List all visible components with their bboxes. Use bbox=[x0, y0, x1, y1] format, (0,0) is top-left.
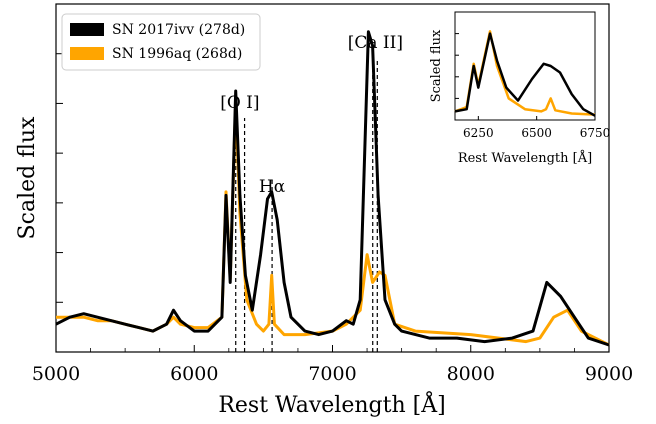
line-id-label-h: Hα bbox=[259, 177, 286, 197]
legend-label-sn1996aq: SN 1996aq (268d) bbox=[112, 46, 242, 62]
inset-y-ticks bbox=[455, 33, 459, 99]
legend: SN 2017ivv (278d) SN 1996aq (268d) bbox=[61, 13, 261, 71]
inset-series-line-sn-2017ivv-278d bbox=[454, 32, 596, 117]
inset-x-tick-label: 6500 bbox=[521, 126, 552, 140]
legend-swatch-sn2017ivv bbox=[70, 23, 104, 36]
legend-label-sn2017ivv: SN 2017ivv (278d) bbox=[112, 22, 245, 38]
main-x-tick-label: 7000 bbox=[308, 363, 356, 385]
main-x-tick-label: 5000 bbox=[32, 363, 80, 385]
inset-x-ticks: 6250 6500 6750 bbox=[463, 116, 610, 140]
legend-box bbox=[61, 13, 261, 71]
main-x-ticks: 5000 6000 7000 8000 9000 bbox=[32, 345, 633, 385]
main-x-tick-label: 8000 bbox=[447, 363, 495, 385]
inset-plot-panel: 6250 6500 6750 Rest Wavelength [Å] Scaled … bbox=[429, 11, 610, 166]
main-series-group bbox=[55, 30, 610, 347]
inset-x-axis-label: Rest Wavelength [Å] bbox=[458, 150, 592, 166]
inset-series-group bbox=[454, 30, 596, 117]
inset-y-axis-label: Scaled flux bbox=[429, 29, 444, 102]
main-y-ticks bbox=[56, 53, 63, 303]
line-id-label-o-i: [O I] bbox=[220, 93, 259, 113]
line-id-label-ca-ii: [Ca II] bbox=[348, 33, 403, 53]
legend-swatch-sn1996aq bbox=[70, 47, 104, 60]
main-y-axis-label: Scaled flux bbox=[15, 116, 40, 239]
inset-plot-frame bbox=[454, 11, 596, 121]
main-series-line-sn-2017ivv-278d bbox=[55, 30, 610, 347]
inset-x-tick-label: 6250 bbox=[463, 126, 494, 140]
line-id-labels: [O I] Hα [Ca II] bbox=[220, 33, 403, 197]
main-x-axis-label: Rest Wavelength [Å] bbox=[218, 390, 445, 418]
main-x-tick-label: 6000 bbox=[170, 363, 218, 385]
main-plot-panel: 5000 6000 7000 8000 9000 [O I] Hα [Ca II] Rest… bbox=[15, 3, 633, 418]
inset-x-tick-label: 6750 bbox=[580, 126, 611, 140]
main-x-tick-label: 9000 bbox=[585, 363, 633, 385]
